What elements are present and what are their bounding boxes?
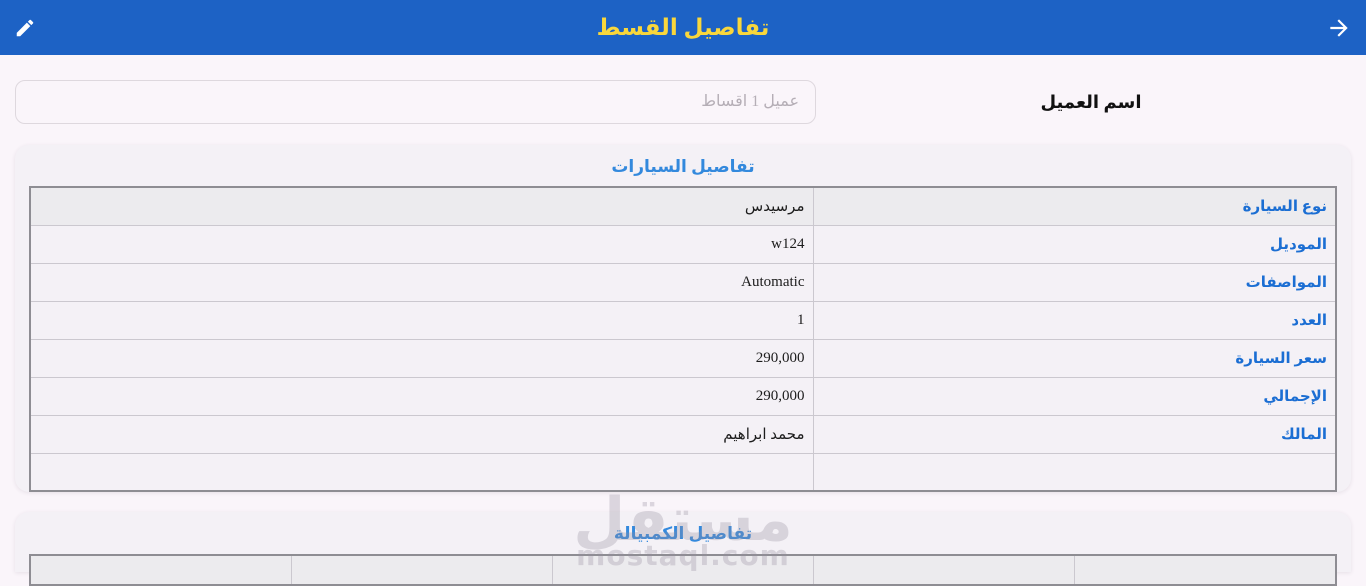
row-value: w124 [29,224,814,264]
row-value: محمد ابراهيم [29,414,814,454]
bill-details-card: تفاصيل الكمبيالة [15,512,1351,586]
table-row: الموديل w124 [29,224,1337,264]
row-label: المالك [812,414,1337,454]
row-label: سعر السيارة [812,338,1337,378]
app-header: تفاصيل القسط [0,0,1366,55]
table-row: المواصفات Automatic [29,262,1337,302]
table-row: سعر السيارة 290,000 [29,338,1337,378]
row-value: 290,000 [29,338,814,378]
bill-header-cell [551,554,815,585]
table-row: المالك محمد ابراهيم [29,414,1337,454]
row-label [812,452,1337,492]
customer-input-wrap [0,80,816,124]
customer-name-input[interactable] [15,80,816,124]
edit-button[interactable] [8,11,42,45]
row-value: مرسيدس [29,186,814,226]
table-row: الإجمالي 290,000 [29,376,1337,416]
row-label: العدد [812,300,1337,340]
arrow-right-icon [1326,15,1352,41]
bill-header-cell [813,554,1076,585]
row-value: 290,000 [29,376,814,416]
table-row [29,554,1337,585]
table-row: العدد 1 [29,300,1337,340]
row-value: Automatic [29,262,814,302]
row-label: الإجمالي [812,376,1337,416]
row-value [29,452,814,492]
pencil-icon [14,17,36,39]
bill-card-title: تفاصيل الكمبيالة [613,524,753,544]
customer-name-label: اسم العميل [1040,91,1142,112]
back-button[interactable] [1322,11,1356,45]
cars-details-card: تفاصيل السيارات نوع السيارة مرسيدس المود… [15,145,1351,493]
cars-card-title: تفاصيل السيارات [611,157,755,176]
table-row [29,452,1337,492]
page-title: تفاصيل القسط [596,15,770,40]
row-value: 1 [29,300,814,340]
row-label: نوع السيارة [812,186,1337,226]
customer-form-row: اسم العميل [0,80,1366,124]
row-label: المواصفات [812,262,1337,302]
bill-header-cell [290,554,553,585]
table-row: نوع السيارة مرسيدس [29,186,1337,226]
bill-header-cell [1074,554,1337,585]
bill-details-table [29,553,1337,586]
bill-header-cell [29,554,292,585]
row-label: الموديل [812,224,1337,264]
cars-details-table: نوع السيارة مرسيدس الموديل w124 المواصفا… [29,186,1337,493]
